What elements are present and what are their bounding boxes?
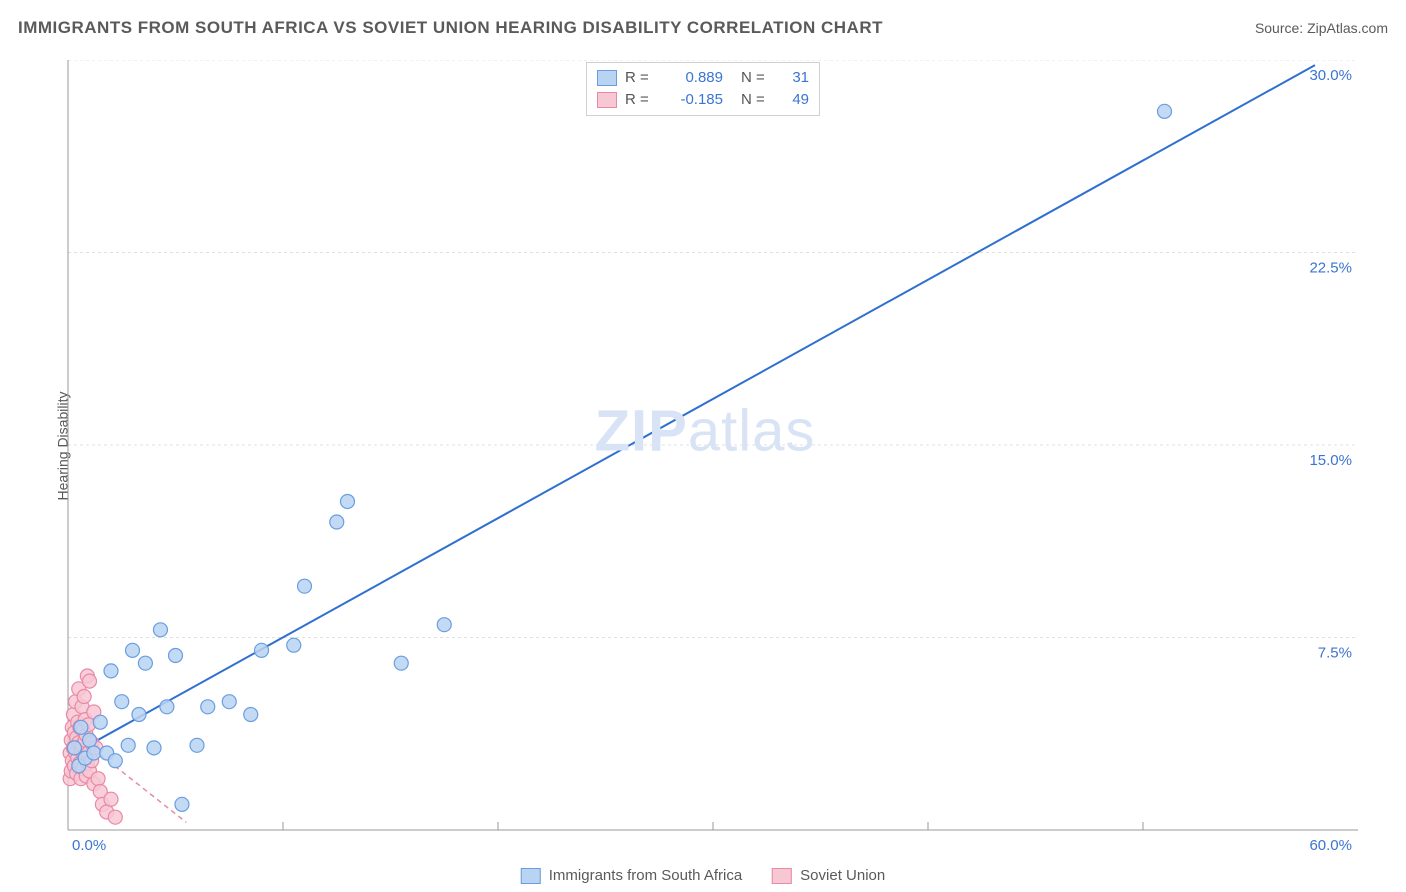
data-point — [147, 741, 161, 755]
y-tick-label: 22.5% — [1309, 260, 1352, 277]
data-point — [87, 746, 101, 760]
data-point — [437, 618, 451, 632]
data-point — [108, 754, 122, 768]
data-point — [222, 695, 236, 709]
y-tick-label: 7.5% — [1318, 645, 1352, 662]
r-label: R = — [625, 67, 655, 89]
y-tick-label: 30.0% — [1309, 67, 1352, 84]
data-point — [74, 720, 88, 734]
data-point — [341, 494, 355, 508]
data-point — [104, 664, 118, 678]
n-value: 31 — [779, 67, 809, 89]
data-point — [298, 579, 312, 593]
data-point — [255, 643, 269, 657]
data-point — [115, 695, 129, 709]
data-point — [201, 700, 215, 714]
data-point — [83, 733, 97, 747]
data-point — [190, 738, 204, 752]
data-point — [126, 643, 140, 657]
legend-swatch — [521, 868, 541, 884]
data-point — [244, 708, 258, 722]
chart-title: IMMIGRANTS FROM SOUTH AFRICA VS SOVIET U… — [18, 18, 883, 38]
n-label: N = — [741, 67, 771, 89]
legend-swatch — [597, 70, 617, 86]
data-point — [67, 741, 81, 755]
data-point — [169, 648, 183, 662]
data-point — [108, 810, 122, 824]
legend-row: R = -0.185 N = 49 — [597, 89, 809, 111]
legend-item: Soviet Union — [772, 867, 885, 884]
data-point — [394, 656, 408, 670]
series-legend: Immigrants from South Africa Soviet Union — [521, 867, 885, 884]
data-point — [132, 708, 146, 722]
legend-label: Soviet Union — [800, 867, 885, 884]
n-value: 49 — [779, 89, 809, 111]
data-point — [330, 515, 344, 529]
data-point — [121, 738, 135, 752]
scatter-chart: 7.5% 15.0% 22.5% 30.0% 0.0% 60.0% — [50, 60, 1360, 850]
data-point — [83, 674, 97, 688]
source-prefix: Source: — [1255, 20, 1307, 36]
r-value: 0.889 — [663, 67, 723, 89]
data-point — [153, 623, 167, 637]
x-tick-label: 60.0% — [1309, 837, 1352, 850]
r-value: -0.185 — [663, 89, 723, 111]
correlation-legend: R = 0.889 N = 31 R = -0.185 N = 49 — [586, 62, 820, 116]
legend-row: R = 0.889 N = 31 — [597, 67, 809, 89]
legend-label: Immigrants from South Africa — [549, 867, 742, 884]
data-point — [160, 700, 174, 714]
chart-area: 7.5%15.0%22.5%30.0%0.0%60.0% ZIPatlas — [50, 60, 1360, 850]
y-tick-label: 15.0% — [1309, 452, 1352, 469]
legend-item: Immigrants from South Africa — [521, 867, 742, 884]
data-point — [1158, 104, 1172, 118]
legend-swatch — [597, 92, 617, 108]
data-point — [91, 772, 105, 786]
x-tick-label: 0.0% — [72, 837, 106, 850]
n-label: N = — [741, 89, 771, 111]
data-point — [77, 690, 91, 704]
data-point — [104, 792, 118, 806]
r-label: R = — [625, 89, 655, 111]
data-point — [175, 797, 189, 811]
source-attribution: Source: ZipAtlas.com — [1255, 20, 1388, 36]
legend-swatch — [772, 868, 792, 884]
data-point — [287, 638, 301, 652]
data-point — [138, 656, 152, 670]
source-link[interactable]: ZipAtlas.com — [1307, 20, 1388, 36]
data-point — [93, 715, 107, 729]
